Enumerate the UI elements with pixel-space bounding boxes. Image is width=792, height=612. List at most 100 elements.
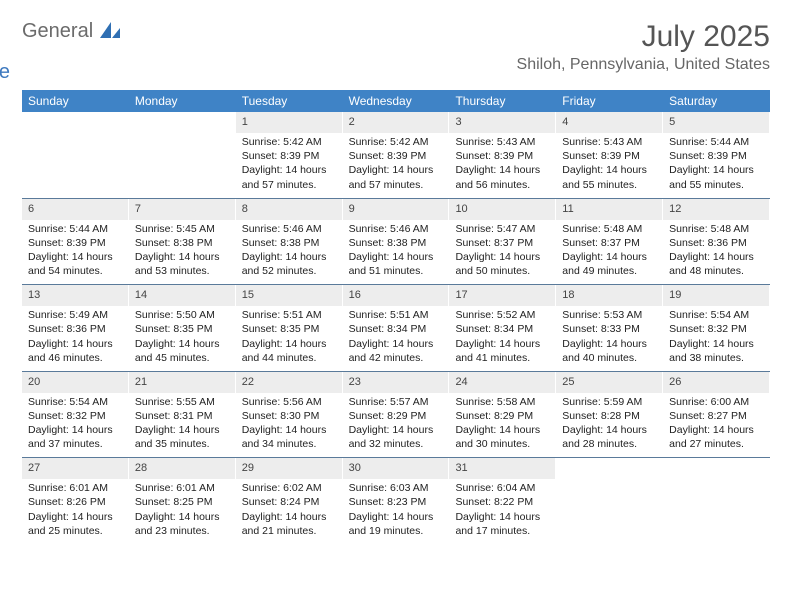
calendar-cell: 15Sunrise: 5:51 AMSunset: 8:35 PMDayligh… (236, 285, 343, 371)
sunset-line: Sunset: 8:34 PM (349, 322, 443, 336)
daylight-line: Daylight: 14 hours and 45 minutes. (135, 337, 229, 365)
daylight-line: Daylight: 14 hours and 42 minutes. (349, 337, 443, 365)
calendar-cell: 4Sunrise: 5:43 AMSunset: 8:39 PMDaylight… (556, 112, 663, 198)
daylight-line: Daylight: 14 hours and 57 minutes. (349, 163, 443, 191)
location: Shiloh, Pennsylvania, United States (517, 56, 770, 74)
calendar-week: 13Sunrise: 5:49 AMSunset: 8:36 PMDayligh… (22, 285, 770, 372)
calendar-cell: 2Sunrise: 5:42 AMSunset: 8:39 PMDaylight… (343, 112, 450, 198)
sunset-line: Sunset: 8:24 PM (242, 495, 336, 509)
cell-body: Sunrise: 5:56 AMSunset: 8:30 PMDaylight:… (236, 393, 342, 458)
calendar-cell: 1Sunrise: 5:42 AMSunset: 8:39 PMDaylight… (236, 112, 343, 198)
day-number: 1 (236, 112, 342, 133)
cell-body: Sunrise: 5:49 AMSunset: 8:36 PMDaylight:… (22, 306, 128, 371)
sunset-line: Sunset: 8:39 PM (349, 149, 443, 163)
logo-text-blue: Blue (0, 61, 120, 84)
calendar-cell: 30Sunrise: 6:03 AMSunset: 8:23 PMDayligh… (343, 458, 450, 544)
sunset-line: Sunset: 8:38 PM (242, 236, 336, 250)
sunrise-line: Sunrise: 5:44 AM (28, 222, 122, 236)
cell-body: Sunrise: 5:51 AMSunset: 8:35 PMDaylight:… (236, 306, 342, 371)
sunrise-line: Sunrise: 5:48 AM (669, 222, 763, 236)
daylight-line: Daylight: 14 hours and 28 minutes. (562, 423, 656, 451)
day-of-week-header: Monday (129, 90, 236, 112)
cell-body: Sunrise: 5:55 AMSunset: 8:31 PMDaylight:… (129, 393, 235, 458)
daylight-line: Daylight: 14 hours and 19 minutes. (349, 510, 443, 538)
sunset-line: Sunset: 8:30 PM (242, 409, 336, 423)
calendar-cell: 28Sunrise: 6:01 AMSunset: 8:25 PMDayligh… (129, 458, 236, 544)
day-number: 25 (556, 372, 662, 393)
day-number: 7 (129, 199, 235, 220)
cell-body: Sunrise: 5:58 AMSunset: 8:29 PMDaylight:… (449, 393, 555, 458)
logo-text-general: General (22, 20, 93, 42)
sunrise-line: Sunrise: 6:03 AM (349, 481, 443, 495)
sunset-line: Sunset: 8:22 PM (455, 495, 549, 509)
day-number: 16 (343, 285, 449, 306)
day-of-week-row: SundayMondayTuesdayWednesdayThursdayFrid… (22, 90, 770, 112)
calendar-cell: 3Sunrise: 5:43 AMSunset: 8:39 PMDaylight… (449, 112, 556, 198)
cell-body: Sunrise: 5:51 AMSunset: 8:34 PMDaylight:… (343, 306, 449, 371)
calendar-cell: 22Sunrise: 5:56 AMSunset: 8:30 PMDayligh… (236, 372, 343, 458)
sunrise-line: Sunrise: 5:50 AM (135, 308, 229, 322)
calendar-week: 1Sunrise: 5:42 AMSunset: 8:39 PMDaylight… (22, 112, 770, 199)
day-of-week-header: Thursday (449, 90, 556, 112)
day-number: 18 (556, 285, 662, 306)
calendar-week: 6Sunrise: 5:44 AMSunset: 8:39 PMDaylight… (22, 199, 770, 286)
day-number (663, 458, 769, 464)
sunset-line: Sunset: 8:27 PM (669, 409, 763, 423)
cell-body: Sunrise: 6:02 AMSunset: 8:24 PMDaylight:… (236, 479, 342, 544)
daylight-line: Daylight: 14 hours and 57 minutes. (242, 163, 336, 191)
cell-body: Sunrise: 6:03 AMSunset: 8:23 PMDaylight:… (343, 479, 449, 544)
daylight-line: Daylight: 14 hours and 51 minutes. (349, 250, 443, 278)
daylight-line: Daylight: 14 hours and 27 minutes. (669, 423, 763, 451)
day-number: 24 (449, 372, 555, 393)
calendar-cell (22, 112, 129, 198)
day-number: 23 (343, 372, 449, 393)
daylight-line: Daylight: 14 hours and 53 minutes. (135, 250, 229, 278)
day-number: 28 (129, 458, 235, 479)
daylight-line: Daylight: 14 hours and 54 minutes. (28, 250, 122, 278)
cell-body: Sunrise: 5:57 AMSunset: 8:29 PMDaylight:… (343, 393, 449, 458)
sunrise-line: Sunrise: 6:01 AM (135, 481, 229, 495)
title-block: July 2025 Shiloh, Pennsylvania, United S… (517, 20, 770, 74)
cell-body: Sunrise: 5:45 AMSunset: 8:38 PMDaylight:… (129, 220, 235, 285)
calendar-page: General Blue July 2025 Shiloh, Pennsylva… (0, 0, 792, 564)
sunset-line: Sunset: 8:39 PM (562, 149, 656, 163)
daylight-line: Daylight: 14 hours and 55 minutes. (669, 163, 763, 191)
calendar-cell: 29Sunrise: 6:02 AMSunset: 8:24 PMDayligh… (236, 458, 343, 544)
sunrise-line: Sunrise: 5:52 AM (455, 308, 549, 322)
calendar-cell: 14Sunrise: 5:50 AMSunset: 8:35 PMDayligh… (129, 285, 236, 371)
logo: General Blue (22, 20, 120, 84)
cell-body: Sunrise: 5:54 AMSunset: 8:32 PMDaylight:… (22, 393, 128, 458)
day-number: 30 (343, 458, 449, 479)
sunrise-line: Sunrise: 5:45 AM (135, 222, 229, 236)
day-number: 10 (449, 199, 555, 220)
calendar-cell: 16Sunrise: 5:51 AMSunset: 8:34 PMDayligh… (343, 285, 450, 371)
daylight-line: Daylight: 14 hours and 32 minutes. (349, 423, 443, 451)
sunrise-line: Sunrise: 5:42 AM (349, 135, 443, 149)
cell-body: Sunrise: 6:00 AMSunset: 8:27 PMDaylight:… (663, 393, 769, 458)
day-number: 22 (236, 372, 342, 393)
calendar-cell (663, 458, 770, 544)
cell-body: Sunrise: 5:44 AMSunset: 8:39 PMDaylight:… (22, 220, 128, 285)
sunrise-line: Sunrise: 5:51 AM (242, 308, 336, 322)
sunrise-line: Sunrise: 6:02 AM (242, 481, 336, 495)
sunrise-line: Sunrise: 5:48 AM (562, 222, 656, 236)
cell-body: Sunrise: 5:48 AMSunset: 8:36 PMDaylight:… (663, 220, 769, 285)
sunrise-line: Sunrise: 6:04 AM (455, 481, 549, 495)
day-of-week-header: Friday (556, 90, 663, 112)
day-number: 5 (663, 112, 769, 133)
daylight-line: Daylight: 14 hours and 52 minutes. (242, 250, 336, 278)
cell-body: Sunrise: 5:46 AMSunset: 8:38 PMDaylight:… (343, 220, 449, 285)
sunrise-line: Sunrise: 5:54 AM (669, 308, 763, 322)
sunrise-line: Sunrise: 6:01 AM (28, 481, 122, 495)
calendar-grid: SundayMondayTuesdayWednesdayThursdayFrid… (22, 90, 770, 544)
weeks-container: 1Sunrise: 5:42 AMSunset: 8:39 PMDaylight… (22, 112, 770, 544)
calendar-cell: 26Sunrise: 6:00 AMSunset: 8:27 PMDayligh… (663, 372, 770, 458)
cell-body: Sunrise: 5:43 AMSunset: 8:39 PMDaylight:… (556, 133, 662, 198)
daylight-line: Daylight: 14 hours and 48 minutes. (669, 250, 763, 278)
daylight-line: Daylight: 14 hours and 17 minutes. (455, 510, 549, 538)
sunset-line: Sunset: 8:32 PM (28, 409, 122, 423)
sunset-line: Sunset: 8:39 PM (242, 149, 336, 163)
day-of-week-header: Sunday (22, 90, 129, 112)
day-number: 11 (556, 199, 662, 220)
calendar-cell: 8Sunrise: 5:46 AMSunset: 8:38 PMDaylight… (236, 199, 343, 285)
